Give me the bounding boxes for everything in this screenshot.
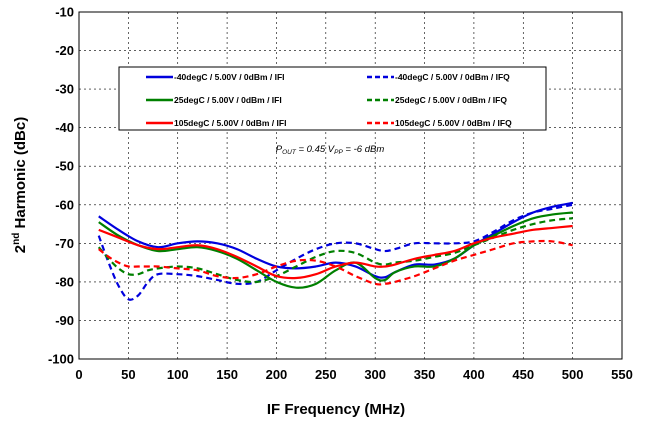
y-tick-label: -60 [55, 197, 74, 212]
series-line-3 [98, 211, 573, 289]
grid [78, 11, 623, 360]
x-tick-label: 400 [463, 367, 485, 382]
x-tick-label: 500 [562, 367, 584, 382]
legend: -40degC / 5.00V / 0dBm / IFI -40degC / 5.… [118, 66, 547, 131]
plot-frame [78, 11, 623, 360]
series-line-2 [97, 203, 573, 301]
legend-label: -40degC / 5.00V / 0dBm / IFI [174, 72, 285, 82]
y-tick-label: -100 [48, 352, 74, 367]
legend-label: 105degC / 5.00V / 0dBm / IFQ [395, 118, 512, 128]
x-tick-label: 450 [512, 367, 534, 382]
y-tick-label: -50 [55, 159, 74, 174]
x-tick-label: 300 [364, 367, 386, 382]
y-tick-label: -80 [55, 274, 74, 289]
x-tick-label: 350 [414, 367, 436, 382]
y-tick-labels: -10 -20 -30 -40 -50 -60 -70 -80 -90 -100 [48, 5, 74, 367]
legend-label: -40degC / 5.00V / 0dBm / IFQ [395, 72, 510, 82]
y-tick-label: -70 [55, 236, 74, 251]
x-tick-label: 100 [167, 367, 189, 382]
y-tick-label: -10 [55, 5, 74, 20]
x-tick-label: 0 [75, 367, 82, 382]
x-tick-label: 250 [315, 367, 337, 382]
series-line-6 [98, 239, 573, 286]
x-axis-title: IF Frequency (MHz) [267, 401, 405, 418]
x-tick-label: 150 [216, 367, 238, 382]
y-tick-label: -90 [55, 313, 74, 328]
legend-box [118, 66, 547, 131]
y-axis-title: 2nd Harmonic (dBc) [11, 117, 29, 253]
series-line-5 [98, 224, 573, 280]
legend-label: 25degC / 5.00V / 0dBm / IFQ [395, 95, 507, 105]
x-tick-label: 50 [121, 367, 135, 382]
series-group [97, 201, 573, 301]
legend-label: 105degC / 5.00V / 0dBm / IFI [174, 118, 286, 128]
legend-label: 25degC / 5.00V / 0dBm / IFI [174, 95, 282, 105]
annotation: POUT = 0.45 VPP = -6 dBm [276, 144, 385, 156]
y-tick-label: -40 [55, 120, 74, 135]
x-tick-label: 200 [266, 367, 288, 382]
y-tick-label: -30 [55, 82, 74, 97]
y-tick-label: -20 [55, 43, 74, 58]
x-tick-label: 550 [611, 367, 633, 382]
x-tick-labels: 0 50 100 150 200 250 300 350 400 450 500 550 [75, 367, 632, 382]
